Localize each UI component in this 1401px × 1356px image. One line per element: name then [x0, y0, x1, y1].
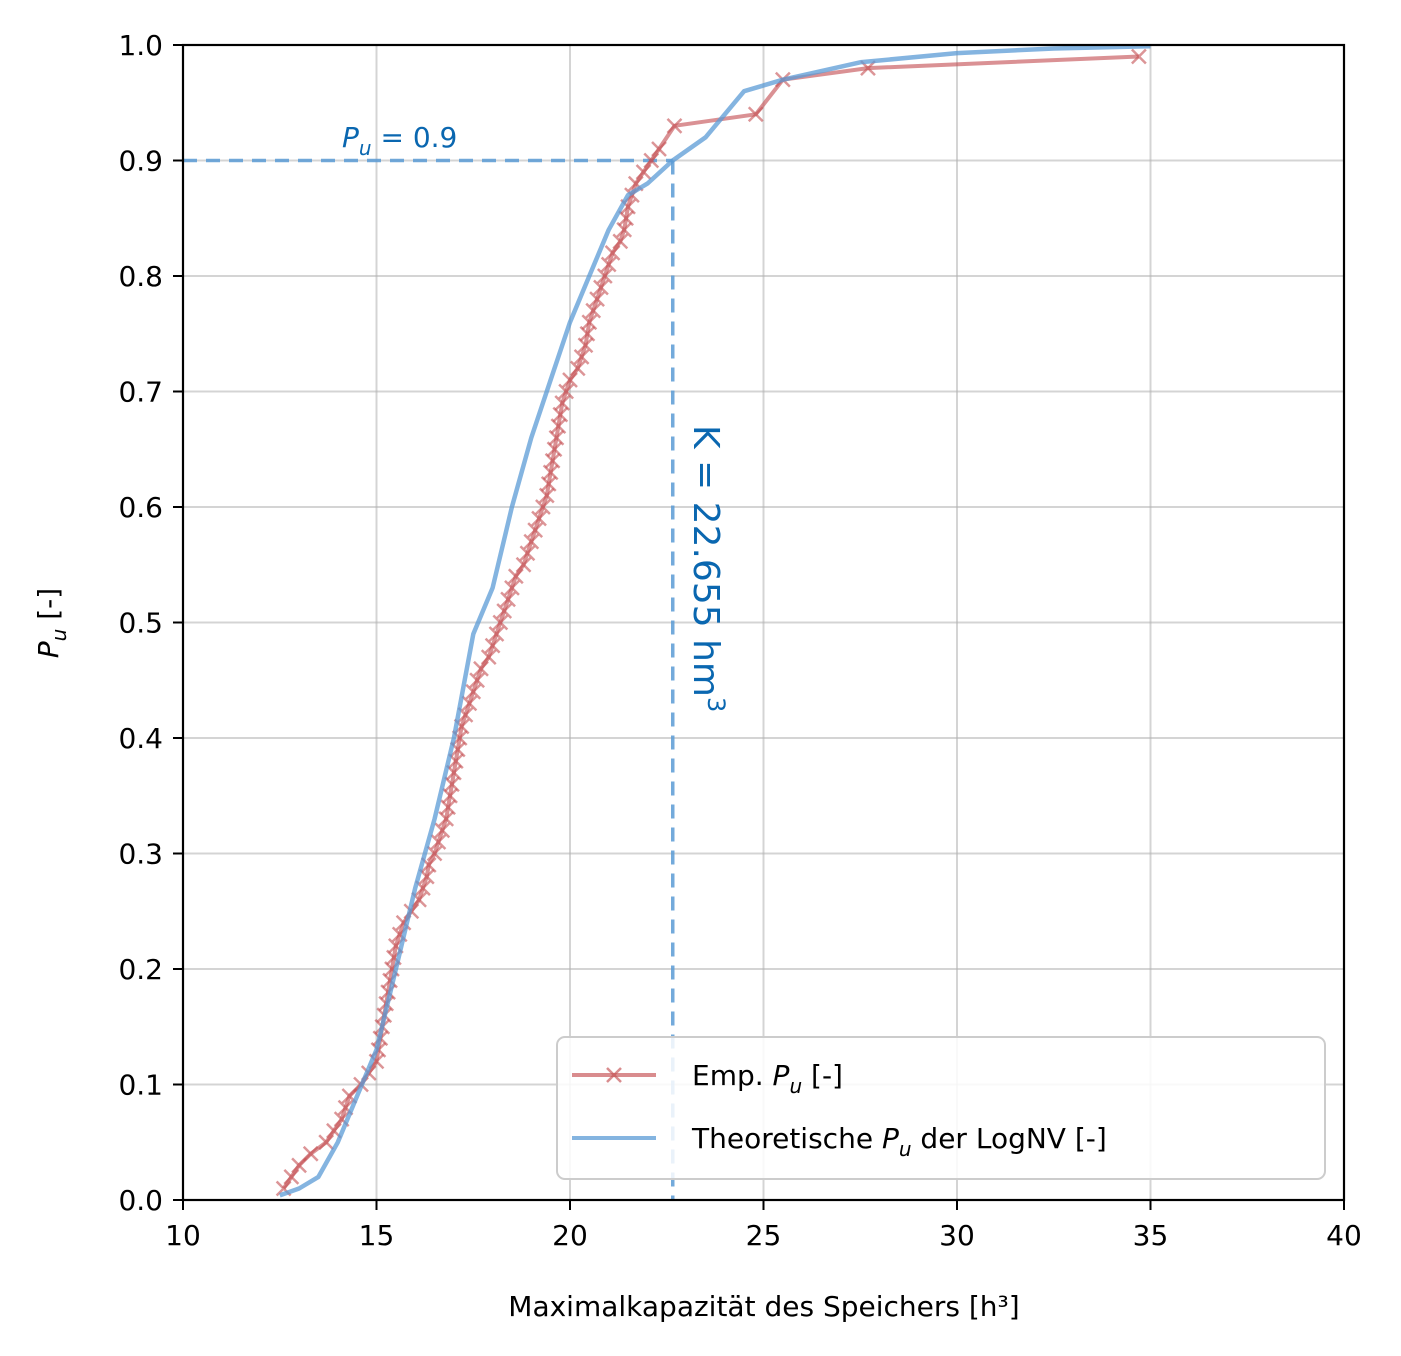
y-tick-label: 0.4: [118, 722, 163, 755]
legend-box: [556, 1036, 1326, 1180]
x-tick-label: 35: [1133, 1219, 1169, 1252]
empirical-point: [504, 579, 520, 596]
x-tick-label: 30: [939, 1219, 975, 1252]
empirical-point: [500, 591, 516, 608]
x-tick-label: 20: [552, 1219, 588, 1252]
empirical-point: [643, 152, 660, 169]
empirical-point: [469, 672, 486, 689]
empirical-point: [600, 256, 617, 273]
empirical-point: [434, 822, 451, 839]
empirical-point: [480, 649, 497, 666]
empirical-point: [558, 383, 575, 400]
empirical-point: [562, 372, 578, 388]
empirical-point: [519, 545, 536, 562]
empirical-point: [585, 302, 602, 319]
empirical-point: [581, 314, 598, 331]
y-tick-label: 1.0: [118, 29, 163, 62]
empirical-point: [426, 845, 443, 862]
empirical-point: [515, 556, 532, 573]
y-axis-label: Pu [-]: [32, 588, 71, 658]
empirical-point: [465, 683, 482, 700]
empirical-point: [569, 360, 586, 377]
y-tick-label: 0.1: [118, 1069, 163, 1102]
empirical-point: [484, 637, 501, 654]
empirical-point: [593, 279, 609, 296]
empirical-point: [535, 499, 551, 515]
empirical-point: [747, 106, 764, 123]
legend-empirical-label: Emp. Pu [-]: [692, 1059, 843, 1098]
empirical-point: [554, 395, 571, 411]
theoretical-line: [279, 43, 1151, 1198]
series-layer: [275, 43, 1151, 1198]
k-threshold-annotation: K = 22.655 hm3: [685, 425, 730, 712]
y-tick-label: 0.5: [118, 607, 163, 640]
empirical-point: [461, 695, 478, 712]
x-tick-label: 40: [1326, 1219, 1362, 1252]
empirical-point: [635, 164, 652, 180]
empirical-point: [496, 603, 513, 619]
x-tick-label: 25: [746, 1219, 782, 1252]
x-tick-label: 10: [165, 1219, 201, 1252]
empirical-point: [596, 268, 613, 284]
empirical-point: [651, 141, 667, 157]
y-tick-label: 0.2: [118, 953, 163, 986]
empirical-point: [1131, 48, 1147, 65]
y-tick-label: 0.3: [118, 838, 163, 871]
empirical-point: [488, 626, 505, 642]
axis-ticks: 10 15 20 25 30 35 40 0.0 0.1 0.2 0.3 0.4 0.5 0.6 0.7 0.…: [118, 29, 1361, 1252]
empirical-point: [492, 614, 509, 631]
empirical-point: [430, 834, 447, 850]
empirical-point: [318, 1134, 335, 1151]
p-threshold-annotation: Pu = 0.9: [342, 121, 457, 160]
empirical-point: [283, 1169, 300, 1185]
empirical-point: [604, 245, 621, 261]
empirical-point: [666, 117, 683, 134]
y-tick-label: 0.0: [118, 1184, 163, 1217]
empirical-point: [531, 510, 547, 527]
y-tick-label: 0.7: [118, 376, 163, 409]
empirical-point: [612, 233, 629, 250]
legend-empirical-marker: [606, 1067, 622, 1083]
legend-theoretical-label: Theoretische Pu der LogNV [-]: [691, 1122, 1107, 1161]
y-tick-label: 0.8: [118, 260, 163, 293]
y-tick-label: 0.6: [118, 491, 163, 524]
empirical-point: [302, 1145, 319, 1162]
empirical-point: [473, 660, 489, 677]
empirical-point: [589, 291, 605, 307]
x-tick-label: 15: [359, 1219, 395, 1252]
empirical-point: [523, 533, 540, 550]
empirical-point: [573, 348, 590, 365]
x-axis-label: Maximalkapazität des Speichers [h³]: [508, 1290, 1019, 1323]
legend: Emp. Pu [-] Theoretische Pu der LogNV [-…: [556, 1036, 1326, 1180]
threshold-lines: [183, 158, 675, 1200]
empirical-point: [507, 568, 524, 585]
empirical-point: [527, 522, 544, 538]
y-tick-label: 0.9: [118, 145, 163, 178]
